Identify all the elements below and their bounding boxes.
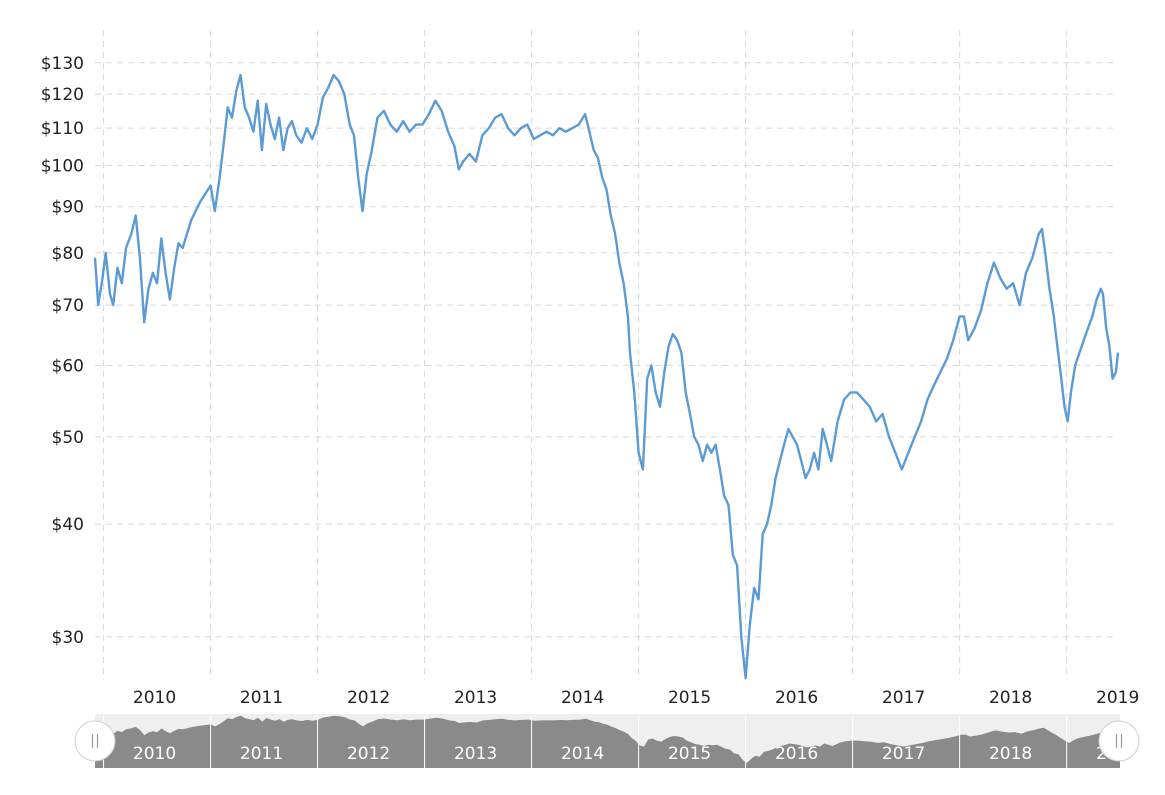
y-tick-label: $130 <box>41 54 84 74</box>
navigator-area <box>95 715 1120 768</box>
x-tick-label: 2012 <box>347 688 390 708</box>
y-tick-label: $40 <box>52 515 84 535</box>
x-tick-label: 2010 <box>133 688 176 708</box>
navigator-right-handle[interactable] <box>1098 720 1140 762</box>
x-tick-label: 2016 <box>775 688 818 708</box>
navigator-year-label: 2017 <box>882 744 925 764</box>
y-tick-label: $30 <box>52 628 84 648</box>
x-tick-label: 2013 <box>454 688 497 708</box>
grid-lines <box>95 30 1118 680</box>
x-tick-label: 2019 <box>1096 688 1139 708</box>
y-tick-label: $80 <box>52 244 84 264</box>
y-tick-label: $110 <box>41 119 84 139</box>
x-axis-ticks: 2010 2011 2012 2013 2014 2015 2016 2017 2018 2019 <box>133 688 1139 708</box>
navigator-left-handle[interactable] <box>74 720 116 762</box>
navigator-year-label: 2013 <box>454 744 497 764</box>
x-tick-label: 2017 <box>882 688 925 708</box>
y-tick-label: $70 <box>52 296 84 316</box>
y-tick-label: $90 <box>52 198 84 218</box>
navigator-year-label: 2012 <box>347 744 390 764</box>
navigator-year-label: 2015 <box>668 744 711 764</box>
x-tick-label: 2011 <box>240 688 283 708</box>
navigator-year-label: 2011 <box>240 744 283 764</box>
y-tick-label: $60 <box>52 356 84 376</box>
y-tick-label: $120 <box>41 85 84 105</box>
y-axis-ticks: $30 $40 $50 $60 $70 $80 $90 $100 $110 $120 $130 <box>41 54 84 648</box>
navigator-year-label: 2010 <box>133 744 176 764</box>
navigator-year-label: 2016 <box>775 744 818 764</box>
y-tick-label: $100 <box>41 156 84 176</box>
x-tick-label: 2014 <box>561 688 604 708</box>
navigator-year-label: 2014 <box>561 744 604 764</box>
price-series-line <box>93 73 1120 680</box>
y-tick-label: $50 <box>52 428 84 448</box>
x-tick-label: 2018 <box>989 688 1032 708</box>
navigator-year-label: 2018 <box>989 744 1032 764</box>
x-tick-label: 2015 <box>668 688 711 708</box>
